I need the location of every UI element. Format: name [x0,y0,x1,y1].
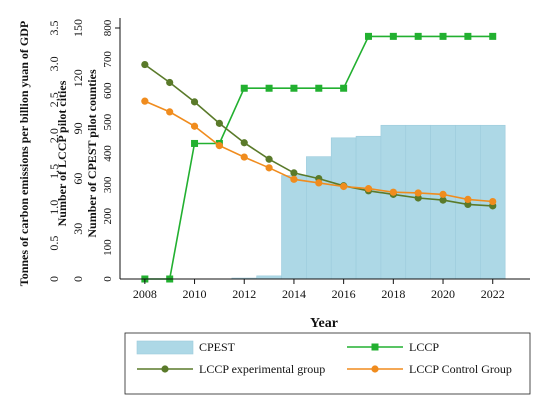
cpest-tick-label: 700 [102,51,114,68]
x-tick-label: 2016 [332,287,356,301]
cpest-bar [330,137,357,280]
lccp-tick-label: 60 [71,173,85,185]
lccp-tick-label: 150 [71,19,85,37]
legend: CPEST LCCP LCCP experimental group LCCP Con… [124,332,531,395]
cpest-bar [405,124,431,280]
legend-label-1: LCCP [409,340,439,354]
series-marker-1 [265,84,273,92]
series-marker-1 [389,32,397,40]
series-marker-3 [414,189,422,197]
x-tick-label: 2008 [133,287,157,301]
gdp-tick-label: 3.0 [47,56,61,71]
x-tick-label: 2018 [381,287,405,301]
cpest-bar [355,135,382,280]
cpest-tick-label: 200 [102,208,114,225]
series-marker-2 [265,155,273,163]
series-marker-3 [290,175,298,183]
series-marker-2 [439,196,447,204]
legend-label-3: LCCP Control Group [409,362,512,376]
lccp-axis-title: Number of LCCP pilot cities [55,80,69,226]
series-marker-3 [215,142,223,150]
cpest-tick-label: 800 [102,19,114,36]
cpest-tick-label: 400 [102,145,114,162]
cpest-tick-label: 600 [102,82,114,99]
series-marker-2 [141,60,149,69]
legend-marker-2 [161,365,169,373]
gdp-tick-label: 2.0 [47,128,61,143]
gdp-tick-label: 1.0 [47,200,61,215]
legend-label-0: CPEST [199,340,236,354]
series-marker-3 [489,197,497,206]
x-tick-label: 2012 [232,287,256,301]
series-marker-1 [364,32,372,40]
lccp-tick-label: 0 [71,276,85,282]
series-marker-1 [290,84,298,92]
series-marker-1 [240,84,248,92]
series-marker-2 [166,78,174,87]
cpest-tick-label: 300 [102,176,114,193]
series-marker-2 [290,169,298,177]
x-tick-label: 2014 [282,287,306,301]
series-marker-2 [464,200,472,209]
series-marker-3 [389,188,397,196]
x-axis-label: Year [310,316,338,331]
series-marker-2 [215,119,223,127]
cpest-bar [281,175,307,280]
x-tick-label: 2022 [481,287,505,301]
gdp-tick-label: 2.5 [47,92,61,107]
series-marker-3 [166,108,174,116]
legend-swatch-cpest [136,340,194,355]
lccp-tick-label: 90 [71,122,85,134]
cpest-axis-title: Number of CPEST pilot counties [85,69,99,238]
series-marker-1 [439,32,447,40]
gdp-tick-label: 1.5 [47,164,61,179]
axis-layer: 2008 2010 2012 2014 2016 2018 2020 2022 0 0.5 1.0 1… [17,18,530,301]
series-marker-3 [141,97,149,105]
legend-label-2: LCCP experimental group [199,362,325,376]
series-marker-1 [315,84,323,92]
gdp-tick-label: 0 [47,276,61,282]
x-tick-label: 2020 [431,287,455,301]
gdp-tick-label: 3.5 [47,21,61,36]
series-marker-1 [414,32,422,40]
series-marker-1 [464,32,472,40]
lccp-tick-label: 30 [71,223,85,235]
gdp-axis-title: Tonnes of carbon emissions per billion y… [17,21,31,286]
series-marker-3 [240,153,248,161]
cpest-tick-label: 0 [102,276,114,282]
legend-marker-1 [371,343,379,351]
gdp-tick-label: 0.5 [47,236,61,251]
cpest-bar [380,124,407,280]
cpest-bar [306,156,332,280]
series-marker-2 [190,98,199,106]
series-marker-3 [439,190,447,198]
series-marker-3 [190,122,199,130]
series-marker-2 [414,194,422,202]
x-tick-label: 2010 [183,287,207,301]
cpest-tick-label: 100 [102,239,114,256]
series-marker-1 [489,32,497,40]
series-marker-3 [364,185,373,193]
series-marker-1 [191,139,199,147]
series-marker-2 [240,139,248,147]
series-marker-1 [340,84,348,92]
area-layer [231,124,506,280]
series-marker-3 [265,164,273,172]
legend-marker-3 [371,365,379,373]
lccp-tick-label: 120 [71,69,85,87]
cpest-tick-label: 500 [102,113,114,130]
series-marker-3 [340,182,348,191]
series-marker-3 [464,195,472,203]
series-marker-3 [315,179,323,187]
